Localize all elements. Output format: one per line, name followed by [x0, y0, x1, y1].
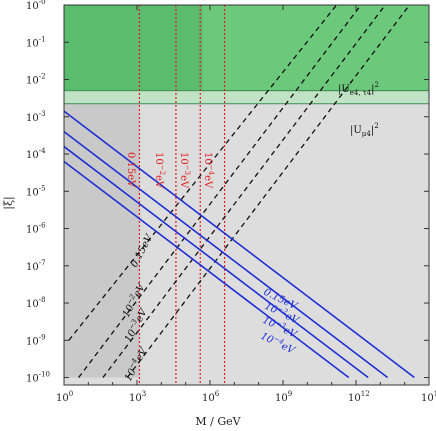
- black-dashed-2: [102, 5, 386, 378]
- dark-excluded-region: [64, 103, 140, 378]
- y-tick-label-10: 10-10: [26, 371, 50, 385]
- y-tick-label-5: 10-5: [26, 184, 46, 198]
- y-tick-label-6: 10-6: [26, 222, 46, 236]
- y-tick-label-0: 10-0: [26, 0, 46, 12]
- y-axis-label: |ξ|: [2, 196, 16, 209]
- region-dark-overlay: [64, 5, 203, 91]
- black-dashed-3: [126, 5, 411, 378]
- red-label-0: 0.15eV: [125, 152, 136, 188]
- blue-line-2: [64, 145, 369, 379]
- blue-line-1: [64, 131, 389, 379]
- y-tick-label-2: 10-2: [26, 73, 46, 87]
- excluded-band: [64, 103, 429, 385]
- y-tick-label-1: 10-1: [26, 35, 46, 49]
- x-tick-label-5: 1015: [421, 390, 436, 404]
- red-label-3: 10−4eV: [202, 152, 215, 189]
- plot-frame: [63, 4, 430, 386]
- region-1: [64, 90, 429, 105]
- x-tick-label-0: 100: [56, 390, 73, 404]
- blue-line-3: [64, 160, 350, 379]
- region-label-mu4: |Uμ4|2: [350, 122, 379, 138]
- y-tick-label-7: 10-7: [26, 259, 46, 273]
- y-tick-label-3: 10-3: [26, 110, 46, 124]
- x-tick-label-4: 1012: [348, 390, 370, 404]
- red-label-2: 10−3eV: [178, 152, 191, 189]
- region-label-e4-tau4: |Ue4, τ4|2: [338, 81, 379, 97]
- y-tick-label-4: 10-4: [26, 147, 46, 161]
- x-tick-label-2: 106: [202, 390, 220, 404]
- x-tick-label-3: 109: [275, 390, 292, 404]
- black-dashed-1: [78, 5, 362, 378]
- x-tick-label-1: 103: [129, 390, 146, 404]
- blue-line-0: [64, 110, 415, 379]
- y-tick-label-9: 10-9: [26, 333, 46, 347]
- y-tick-label-8: 10-8: [26, 296, 46, 310]
- x-axis-label: M / GeV: [195, 415, 241, 428]
- red-label-1: 10−2eV: [153, 152, 166, 189]
